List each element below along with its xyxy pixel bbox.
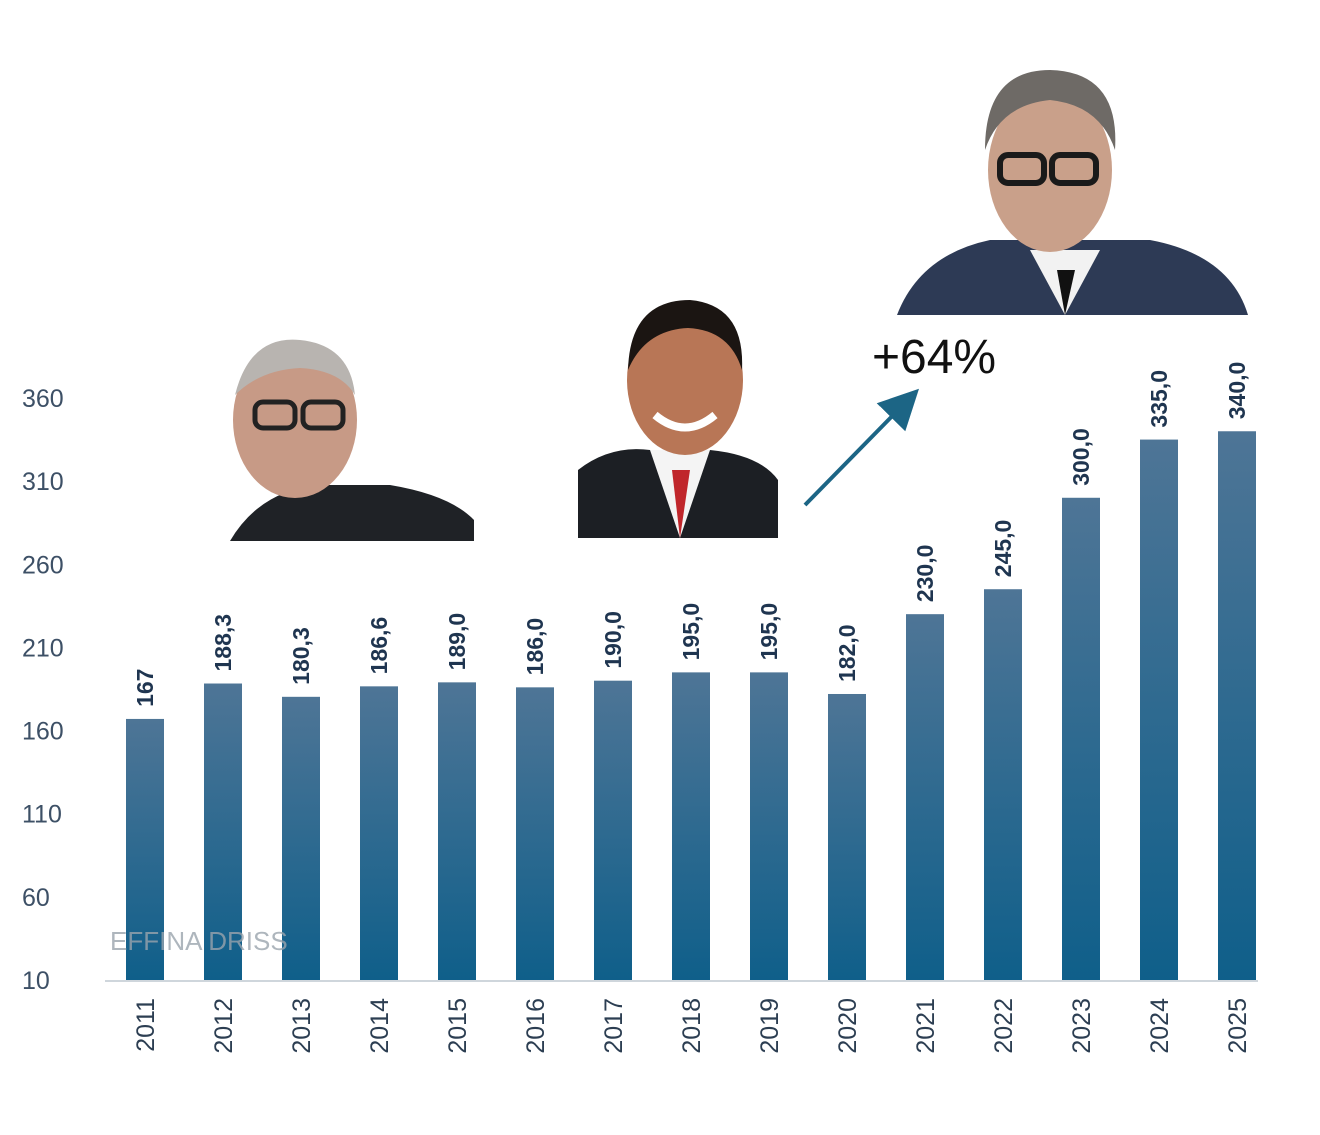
data-label: 300,0 <box>1068 428 1094 486</box>
y-tick-label: 110 <box>22 801 62 829</box>
x-tick-label: 2022 <box>990 998 1018 1054</box>
data-label: 195,0 <box>756 603 782 661</box>
x-tick-label: 2025 <box>1224 998 1252 1054</box>
bar-2019 <box>750 672 788 980</box>
x-tick-label: 2024 <box>1146 998 1174 1054</box>
data-label: 186,0 <box>522 618 548 676</box>
data-label: 189,0 <box>444 613 470 671</box>
y-tick-label: 360 <box>22 385 64 413</box>
portrait-photo-3 <box>895 68 1250 316</box>
x-tick-label: 2018 <box>678 998 706 1054</box>
x-tick-label: 2012 <box>210 998 238 1054</box>
bar-2017 <box>594 680 632 980</box>
data-label: 195,0 <box>678 603 704 661</box>
y-tick-label: 160 <box>22 718 64 746</box>
x-tick-label: 2017 <box>600 998 628 1054</box>
data-label: 180,3 <box>288 627 314 685</box>
bar-2018 <box>672 672 710 980</box>
data-label: 230,0 <box>912 545 938 603</box>
data-label: 335,0 <box>1146 370 1172 428</box>
bar-2025 <box>1218 431 1256 980</box>
watermark: EFFINA DRISS <box>110 926 288 956</box>
x-tick-label: 2014 <box>366 998 394 1054</box>
bar-2021 <box>906 614 944 980</box>
x-tick-label: 2019 <box>756 998 784 1054</box>
x-tick-label: 2011 <box>132 998 160 1052</box>
trend-arrow <box>803 388 920 507</box>
x-axis: 2011 2012 2013 2014 2015 2016 2017 2018 2019 2020… <box>132 998 1252 1054</box>
data-label: 182,0 <box>834 624 860 682</box>
portrait-photo-2 <box>578 298 778 538</box>
x-tick-label: 2015 <box>444 998 472 1054</box>
data-label: 245,0 <box>990 520 1016 578</box>
portrait-photo-1 <box>228 335 474 541</box>
bar-2022 <box>984 589 1022 980</box>
x-tick-label: 2020 <box>834 998 862 1054</box>
y-tick-label: 60 <box>22 884 50 912</box>
y-axis: 10 60 110 160 210 260 310 360 <box>22 385 64 995</box>
bar-2020 <box>828 693 866 980</box>
bar-2023 <box>1062 497 1100 980</box>
growth-annotation: +64% <box>872 331 996 384</box>
x-tick-label: 2023 <box>1068 998 1096 1054</box>
data-label: 186,6 <box>366 617 392 675</box>
data-label: 340,0 <box>1224 362 1250 420</box>
bar-2016 <box>516 687 554 980</box>
bar-2024 <box>1140 439 1178 981</box>
x-tick-label: 2013 <box>288 998 316 1054</box>
data-label: 190,0 <box>600 611 626 669</box>
y-tick-label: 260 <box>22 551 64 579</box>
y-tick-label: 310 <box>22 468 64 496</box>
data-label: 188,3 <box>210 614 236 672</box>
bar-2012 <box>204 683 242 980</box>
bar-2014 <box>360 686 398 980</box>
x-tick-label: 2021 <box>912 998 940 1054</box>
bar-2011 <box>126 718 164 980</box>
y-tick-label: 210 <box>22 634 64 662</box>
bar-2015 <box>438 682 476 980</box>
bar-2013 <box>282 696 320 980</box>
data-label: 167 <box>132 669 158 707</box>
x-tick-label: 2016 <box>522 998 550 1054</box>
y-tick-label: 10 <box>22 967 50 995</box>
bars: 167 188,3 180,3 186,6 189,0 186,0 190,0 195,0 19… <box>126 362 1256 981</box>
